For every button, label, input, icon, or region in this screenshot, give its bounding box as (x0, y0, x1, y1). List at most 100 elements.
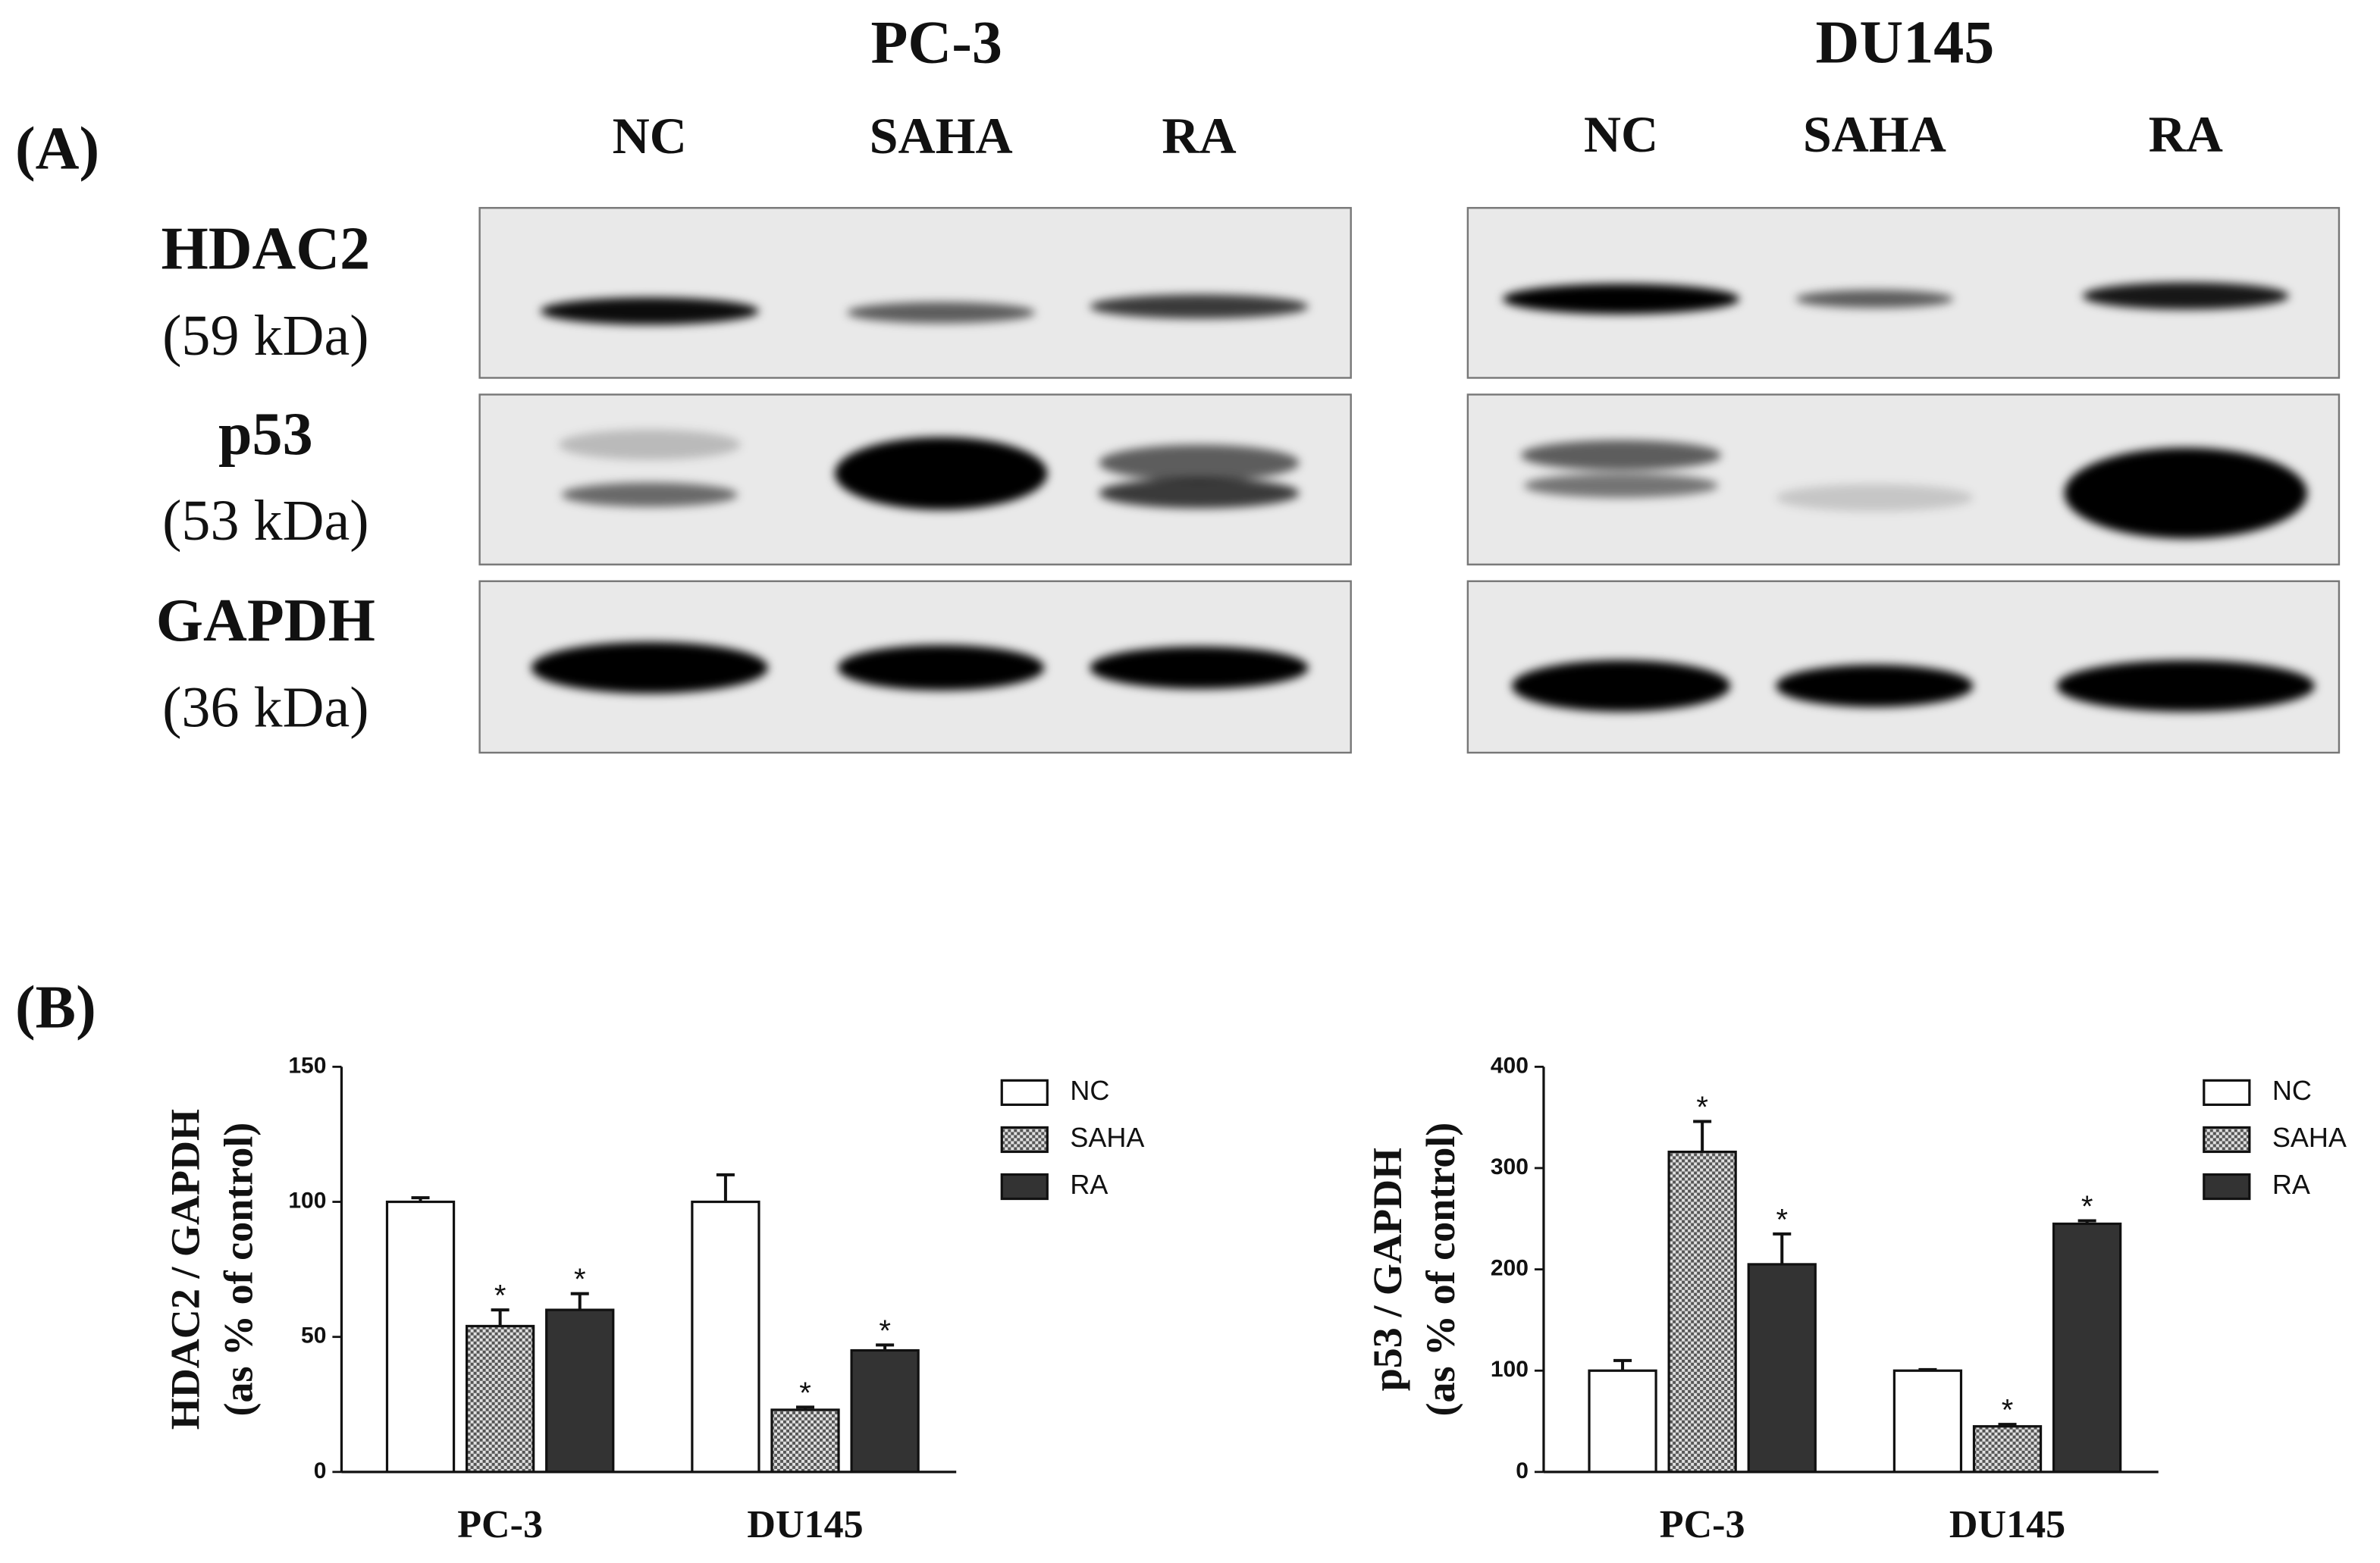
panel-label: (A) (15, 116, 99, 183)
significance-marker: * (879, 1314, 891, 1348)
legend-label: SAHA (2272, 1122, 2347, 1153)
legend-swatch (2203, 1079, 2251, 1107)
y-axis-label: HDAC2 / GAPDH (163, 1109, 209, 1430)
y-tick-label: 200 (1491, 1256, 1529, 1281)
error-bar (796, 1405, 815, 1410)
y-axis-label: (as % of control) (1418, 1123, 1463, 1417)
y-tick-label: 300 (1491, 1154, 1529, 1179)
band (847, 302, 1036, 324)
legend-label: SAHA (1070, 1122, 1144, 1153)
y-tick-label: 400 (1491, 1053, 1529, 1078)
legend-label: NC (2272, 1075, 2312, 1106)
blot-strip (478, 207, 1352, 379)
y-axis-label: p53 / GAPDH (1365, 1148, 1410, 1391)
legend-swatch (2203, 1126, 2251, 1154)
band (1090, 646, 1309, 689)
band-group (1520, 440, 2307, 539)
y-tick-label: 0 (314, 1458, 327, 1483)
band (1520, 440, 1722, 471)
y-tick-label: 100 (288, 1188, 326, 1213)
band (1795, 290, 1954, 309)
band (1090, 294, 1309, 319)
band (540, 297, 759, 325)
y-tick-label: 100 (1491, 1357, 1529, 1382)
significance-marker: * (494, 1280, 506, 1313)
cell-line-title: PC-3 (870, 9, 1002, 76)
significance-marker: * (1696, 1091, 1708, 1124)
error-bar (1613, 1358, 1632, 1371)
band (1099, 444, 1300, 481)
legend-swatch (1000, 1126, 1049, 1154)
bar (1972, 1425, 2043, 1474)
legend-label: RA (2272, 1169, 2310, 1200)
band (561, 482, 738, 507)
band (1776, 484, 1974, 512)
x-tick-label: PC-3 (1660, 1503, 1745, 1546)
significance-marker: * (799, 1377, 811, 1410)
bar (770, 1408, 840, 1474)
bar (465, 1324, 535, 1474)
error-bar (876, 1343, 895, 1351)
y-tick-label: 50 (301, 1323, 326, 1348)
bar (1588, 1369, 1657, 1474)
protein-name: p53 (218, 401, 313, 468)
error-bar (716, 1173, 735, 1202)
bar (850, 1348, 920, 1474)
protein-size: (53 kDa) (162, 489, 368, 553)
legend-swatch (2203, 1173, 2251, 1201)
band-group (558, 429, 1300, 510)
legend-swatch (1000, 1079, 1049, 1107)
lane-label: RA (2149, 105, 2223, 163)
y-tick-label: 150 (288, 1053, 326, 1078)
band-group (531, 641, 1309, 694)
error-bar (1693, 1120, 1712, 1152)
protein-name: HDAC2 (161, 216, 370, 283)
bar (691, 1200, 760, 1474)
lane-label: RA (1162, 107, 1236, 164)
lane-label: SAHA (1803, 105, 1946, 163)
error-bar (491, 1308, 510, 1327)
legend-label: NC (1070, 1075, 1109, 1106)
lane-label: SAHA (870, 107, 1013, 164)
protein-name: GAPDH (156, 587, 375, 654)
band-group (1502, 282, 2289, 315)
bar (1667, 1151, 1737, 1474)
band-group (1511, 659, 2315, 712)
bar (1747, 1263, 1817, 1474)
protein-size: (59 kDa) (162, 304, 368, 368)
lane-label: NC (1584, 105, 1658, 163)
cell-line-title: DU145 (1816, 9, 1995, 76)
bar (1892, 1369, 1963, 1474)
error-bar (411, 1196, 430, 1202)
x-tick-label: PC-3 (457, 1503, 543, 1546)
band (835, 437, 1048, 510)
band (838, 644, 1045, 691)
error-bar (1773, 1232, 1792, 1264)
legend-swatch (1000, 1173, 1049, 1201)
x-tick-label: DU145 (1949, 1503, 2065, 1546)
error-bar (2077, 1219, 2096, 1224)
band (2064, 447, 2307, 539)
band (1776, 664, 1974, 707)
significance-marker: * (2081, 1190, 2093, 1223)
band (1099, 478, 1300, 509)
band (1511, 659, 1731, 712)
band-group (540, 294, 1309, 325)
bar (385, 1200, 456, 1474)
y-axis-label: (as % of control) (216, 1123, 262, 1417)
band (531, 641, 768, 694)
bar (545, 1308, 615, 1474)
significance-marker: * (574, 1263, 586, 1296)
error-bar (1998, 1423, 2017, 1427)
significance-marker: * (2002, 1394, 2014, 1427)
band (1523, 473, 1719, 498)
lane-label: NC (613, 107, 687, 164)
y-tick-label: 0 (1516, 1458, 1529, 1483)
legend-label: RA (1070, 1169, 1108, 1200)
band (1502, 283, 1740, 315)
significance-marker: * (1776, 1203, 1788, 1236)
band (2056, 659, 2315, 712)
panel-label: (B) (15, 975, 96, 1041)
